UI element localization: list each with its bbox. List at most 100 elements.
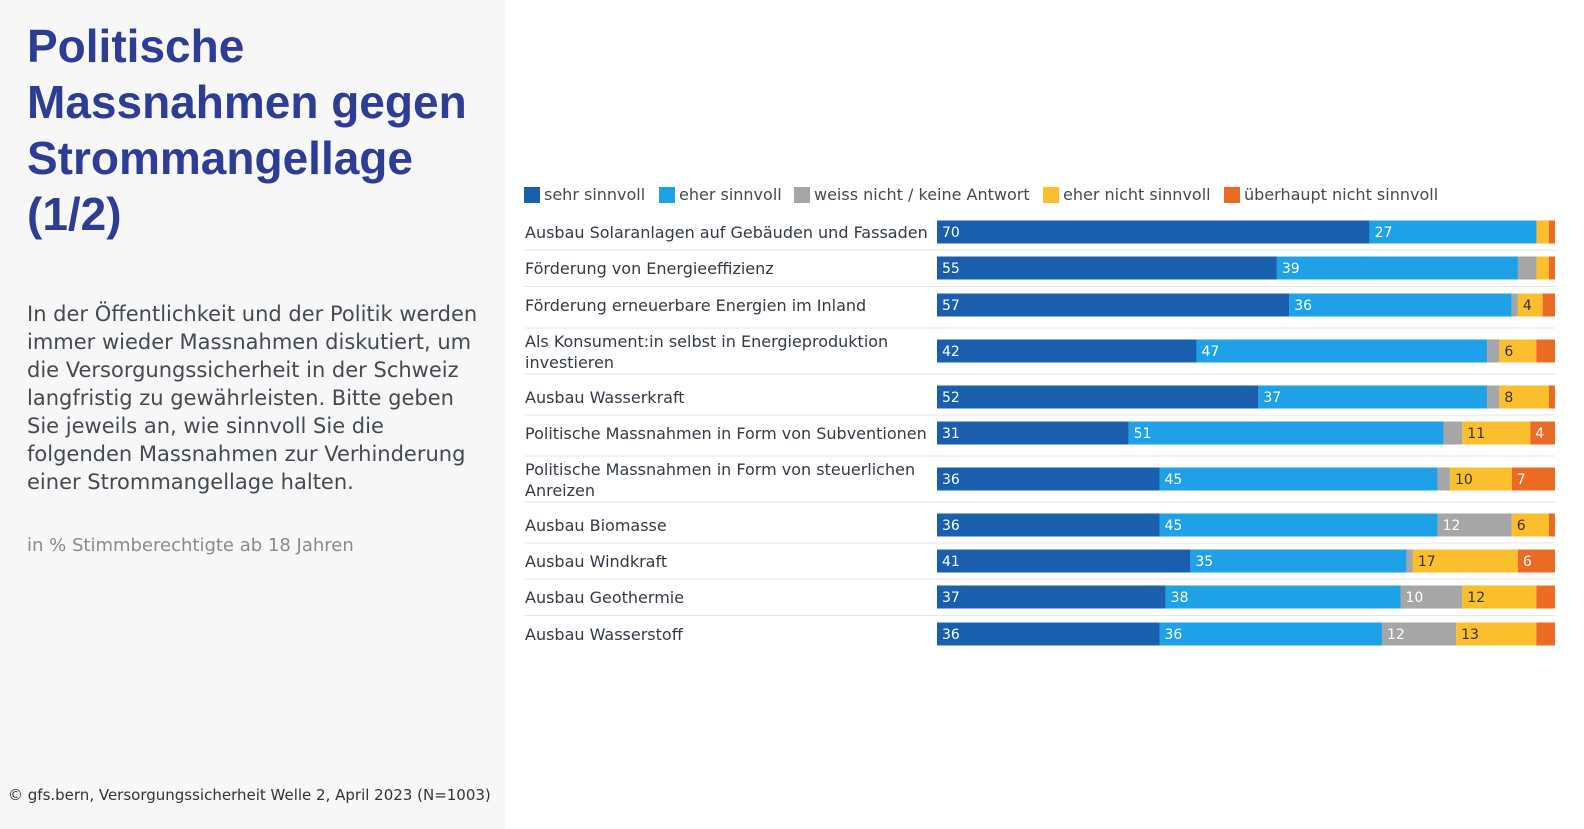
category-label: Als Konsument:in selbst in Energieproduk… <box>525 332 888 372</box>
bar-segment-ueberhaupt-nicht-sinnvoll[interactable] <box>1511 467 1555 491</box>
category-label: Ausbau Solaranlagen auf Gebäuden und Fas… <box>525 223 928 242</box>
bar-segment-sehr-sinnvoll[interactable] <box>937 220 1370 244</box>
bar-segment-eher-nicht-sinnvoll[interactable] <box>1536 220 1549 244</box>
legend-swatch-sehr-sinnvoll[interactable] <box>524 187 540 203</box>
bar-segment-eher-sinnvoll[interactable] <box>1196 339 1488 363</box>
bar-segment-eher-nicht-sinnvoll[interactable] <box>1511 513 1549 537</box>
bar-segment-sehr-sinnvoll[interactable] <box>937 339 1197 363</box>
bar-segment-ueberhaupt-nicht-sinnvoll[interactable] <box>1536 585 1555 609</box>
data-label-ueberhaupt-nicht-sinnvoll: 6 <box>1523 554 1532 570</box>
unit-note: in % Stimmberechtigte ab 18 Jahren <box>27 535 354 556</box>
category-label: Förderung von Energieeffizienz <box>525 259 774 278</box>
source-note: © gfs.bern, Versorgungssicherheit Welle … <box>8 786 491 804</box>
data-label-eher-sinnvoll: 51 <box>1134 426 1152 442</box>
legend-label-ueberhaupt-nicht-sinnvoll[interactable]: überhaupt nicht sinnvoll <box>1244 185 1438 204</box>
category-label: Politische Massnahmen in Form von steuer… <box>525 460 915 500</box>
legend-swatch-eher-nicht-sinnvoll[interactable] <box>1043 187 1059 203</box>
bar-segment-eher-sinnvoll[interactable] <box>1289 293 1512 317</box>
data-label-sehr-sinnvoll: 36 <box>942 627 960 643</box>
bar-segment-sehr-sinnvoll[interactable] <box>937 256 1277 280</box>
data-label-sehr-sinnvoll: 37 <box>942 590 960 606</box>
data-label-eher-sinnvoll: 27 <box>1375 225 1393 241</box>
data-label-weiss-nicht-keine-antwort: 10 <box>1406 590 1424 606</box>
bar-segment-sehr-sinnvoll[interactable] <box>937 467 1160 491</box>
legend-swatch-ueberhaupt-nicht-sinnvoll[interactable] <box>1224 187 1240 203</box>
data-label-eher-sinnvoll: 45 <box>1164 518 1182 534</box>
bar-segment-eher-sinnvoll[interactable] <box>1128 421 1444 445</box>
bar-segment-eher-nicht-sinnvoll[interactable] <box>1456 622 1537 646</box>
bar-segment-ueberhaupt-nicht-sinnvoll[interactable] <box>1542 293 1555 317</box>
description-text: In der Öffentlichkeit und der Politik we… <box>27 302 478 494</box>
data-label-sehr-sinnvoll: 36 <box>942 472 960 488</box>
bar-segment-ueberhaupt-nicht-sinnvoll[interactable] <box>1548 385 1555 409</box>
bar-segment-weiss-nicht-keine-antwort[interactable] <box>1381 622 1457 646</box>
bar-segment-eher-sinnvoll[interactable] <box>1159 467 1438 491</box>
data-label-eher-sinnvoll: 36 <box>1164 627 1182 643</box>
data-label-eher-sinnvoll: 36 <box>1294 298 1312 314</box>
bar-segment-sehr-sinnvoll[interactable] <box>937 293 1290 317</box>
bar-segment-ueberhaupt-nicht-sinnvoll[interactable] <box>1548 220 1555 244</box>
bar-segment-eher-sinnvoll[interactable] <box>1258 385 1488 409</box>
legend-swatch-weiss-nicht-keine-antwort[interactable] <box>794 187 810 203</box>
bar-segment-ueberhaupt-nicht-sinnvoll[interactable] <box>1517 549 1555 573</box>
bar-segment-weiss-nicht-keine-antwort[interactable] <box>1400 585 1463 609</box>
bar-segment-eher-sinnvoll[interactable] <box>1165 585 1401 609</box>
bar-segment-ueberhaupt-nicht-sinnvoll[interactable] <box>1530 421 1555 445</box>
bar-segment-weiss-nicht-keine-antwort[interactable] <box>1437 467 1450 491</box>
left-panel: Politische Massnahmen gegen Strommangell… <box>0 0 505 829</box>
bar-segment-weiss-nicht-keine-antwort[interactable] <box>1406 549 1413 573</box>
bar-segment-eher-nicht-sinnvoll[interactable] <box>1536 256 1549 280</box>
legend-label-eher-sinnvoll[interactable]: eher sinnvoll <box>679 185 782 204</box>
data-label-ueberhaupt-nicht-sinnvoll: 4 <box>1535 426 1544 442</box>
bar-segment-ueberhaupt-nicht-sinnvoll[interactable] <box>1548 256 1555 280</box>
data-label-eher-nicht-sinnvoll: 6 <box>1517 518 1526 534</box>
data-label-eher-sinnvoll: 38 <box>1171 590 1189 606</box>
bar-segment-eher-nicht-sinnvoll[interactable] <box>1412 549 1518 573</box>
bar-segment-sehr-sinnvoll[interactable] <box>937 421 1129 445</box>
bar-segment-sehr-sinnvoll[interactable] <box>937 585 1166 609</box>
bar-segment-weiss-nicht-keine-antwort[interactable] <box>1487 339 1500 363</box>
bar-segment-eher-nicht-sinnvoll[interactable] <box>1449 467 1512 491</box>
page-title: Politische Massnahmen gegen Strommangell… <box>27 20 467 240</box>
bar-segment-ueberhaupt-nicht-sinnvoll[interactable] <box>1536 622 1555 646</box>
bar-segment-eher-sinnvoll[interactable] <box>1190 549 1407 573</box>
legend-label-weiss-nicht-keine-antwort[interactable]: weiss nicht / keine Antwort <box>814 185 1030 204</box>
bar-segment-ueberhaupt-nicht-sinnvoll[interactable] <box>1536 339 1555 363</box>
bar-segment-sehr-sinnvoll[interactable] <box>937 385 1259 409</box>
bar-segment-eher-sinnvoll[interactable] <box>1159 622 1382 646</box>
bar-segment-sehr-sinnvoll[interactable] <box>937 622 1160 646</box>
category-label: Förderung erneuerbare Energien im Inland <box>525 296 866 315</box>
data-label-eher-sinnvoll: 47 <box>1202 344 1220 360</box>
legend-swatch-eher-sinnvoll[interactable] <box>659 187 675 203</box>
bar-segment-weiss-nicht-keine-antwort[interactable] <box>1517 256 1537 280</box>
bar-segment-eher-sinnvoll[interactable] <box>1159 513 1438 537</box>
data-label-sehr-sinnvoll: 41 <box>942 554 960 570</box>
bar-segment-eher-nicht-sinnvoll[interactable] <box>1462 421 1531 445</box>
bar-segment-eher-sinnvoll[interactable] <box>1276 256 1518 280</box>
bar-segment-eher-sinnvoll[interactable] <box>1369 220 1537 244</box>
data-label-eher-nicht-sinnvoll: 4 <box>1523 298 1532 314</box>
data-label-sehr-sinnvoll: 52 <box>942 390 960 406</box>
bar-segment-sehr-sinnvoll[interactable] <box>937 513 1160 537</box>
data-label-eher-nicht-sinnvoll: 13 <box>1461 627 1479 643</box>
data-label-weiss-nicht-keine-antwort: 12 <box>1443 518 1461 534</box>
bar-segment-eher-nicht-sinnvoll[interactable] <box>1517 293 1543 317</box>
bar-segment-weiss-nicht-keine-antwort[interactable] <box>1511 293 1518 317</box>
data-label-eher-nicht-sinnvoll: 17 <box>1418 554 1436 570</box>
data-label-eher-sinnvoll: 37 <box>1263 390 1281 406</box>
data-label-eher-sinnvoll: 45 <box>1164 472 1182 488</box>
legend-label-eher-nicht-sinnvoll[interactable]: eher nicht sinnvoll <box>1063 185 1211 204</box>
bar-segment-sehr-sinnvoll[interactable] <box>937 549 1191 573</box>
data-label-sehr-sinnvoll: 42 <box>942 344 960 360</box>
bar-segment-weiss-nicht-keine-antwort[interactable] <box>1487 385 1500 409</box>
bar-segment-eher-nicht-sinnvoll[interactable] <box>1499 385 1549 409</box>
data-label-sehr-sinnvoll: 70 <box>942 225 960 241</box>
bar-segment-weiss-nicht-keine-antwort[interactable] <box>1443 421 1463 445</box>
bar-segment-eher-nicht-sinnvoll[interactable] <box>1462 585 1537 609</box>
bar-segment-eher-nicht-sinnvoll[interactable] <box>1499 339 1537 363</box>
bar-segment-ueberhaupt-nicht-sinnvoll[interactable] <box>1548 513 1555 537</box>
legend-label-sehr-sinnvoll[interactable]: sehr sinnvoll <box>544 185 645 204</box>
data-label-sehr-sinnvoll: 57 <box>942 298 960 314</box>
bar-segment-weiss-nicht-keine-antwort[interactable] <box>1437 513 1512 537</box>
data-label-eher-nicht-sinnvoll: 11 <box>1467 426 1485 442</box>
